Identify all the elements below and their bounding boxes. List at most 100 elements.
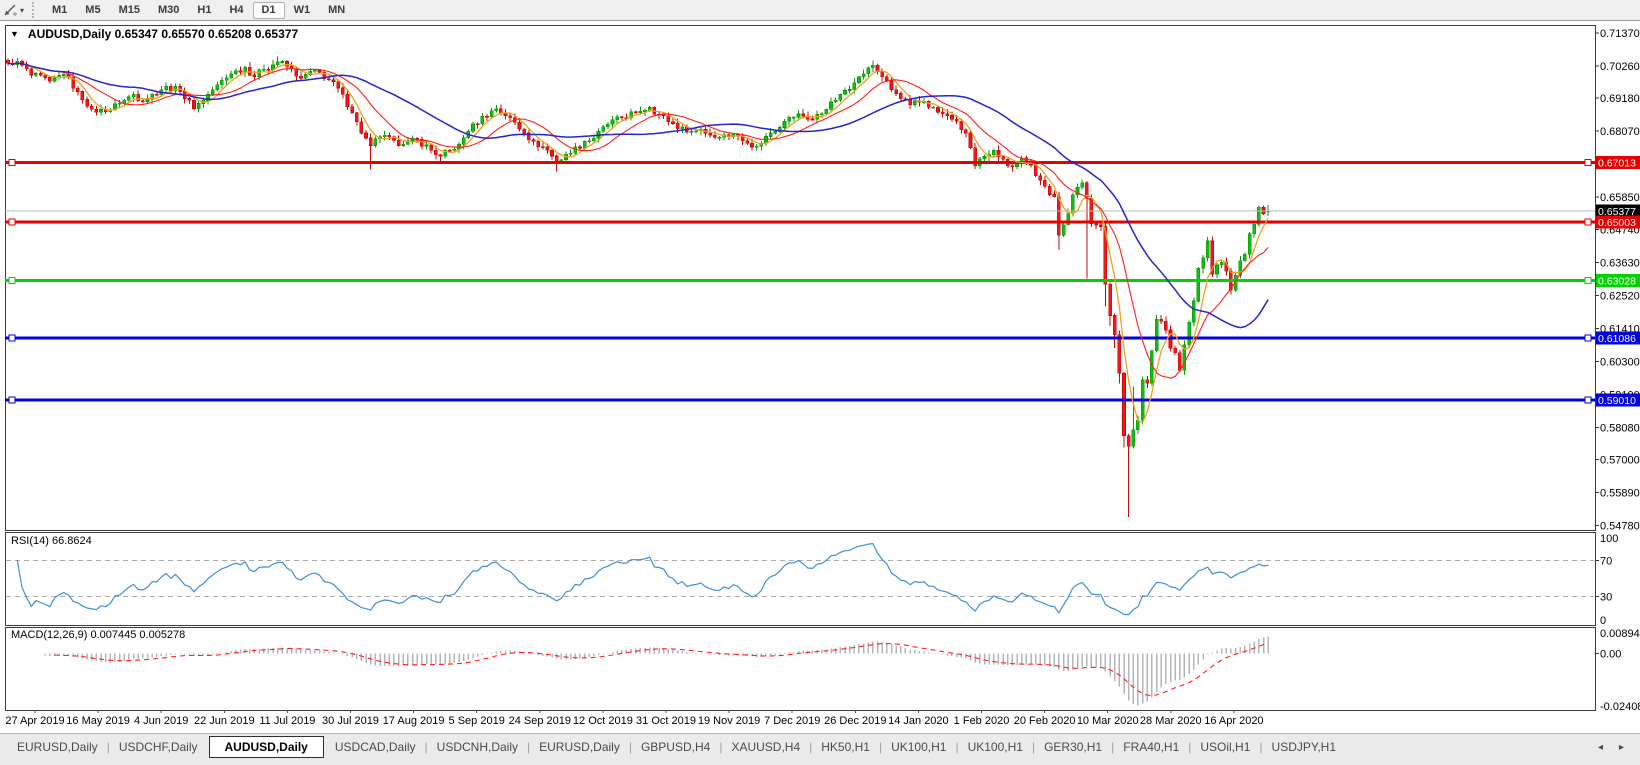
line-anchor-right[interactable] — [1584, 277, 1592, 285]
chart-tab-xauusd-h4[interactable]: XAUUSD,H4 — [731, 740, 801, 754]
chart-plot-area[interactable] — [6, 26, 1594, 529]
date-axis-label: 12 Oct 2019 — [573, 715, 633, 727]
horizontal-line-0.63028[interactable] — [5, 277, 1595, 285]
horizontal-line-0.61086[interactable] — [5, 334, 1595, 342]
chart-tab-uk100-h1[interactable]: UK100,H1 — [967, 740, 1023, 754]
price-tick-label: 0.57000 — [1600, 454, 1640, 466]
price-tick-label: 0.54780 — [1600, 520, 1640, 532]
tool-dropdown-caret[interactable]: ▾ — [20, 5, 25, 15]
timeframe-button-h4[interactable]: H4 — [229, 3, 244, 16]
moving-average-30 — [7, 62, 1269, 329]
price-tick-label: 0.58080 — [1600, 422, 1640, 434]
price-badge-0.61086: 0.61086 — [1596, 331, 1640, 345]
chart-tab-eurusd-daily[interactable]: EURUSD,Daily — [17, 740, 98, 754]
tab-separator: | — [878, 740, 883, 754]
timeframe-button-m1[interactable]: M1 — [52, 3, 68, 16]
price-badge-0.59010: 0.59010 — [1596, 393, 1640, 407]
rsi-axis-label: 70 — [1600, 556, 1612, 568]
price-tick-label: 0.60300 — [1600, 356, 1640, 368]
timeframe-button-mn[interactable]: MN — [328, 3, 346, 16]
line-anchor-left[interactable] — [8, 396, 16, 404]
horizontal-line-0.65003[interactable] — [5, 218, 1595, 226]
price-tick-label: 0.63630 — [1600, 258, 1640, 270]
rsi-line — [16, 542, 1269, 616]
date-axis-label: 16 Apr 2020 — [1204, 715, 1263, 727]
tab-separator: | — [424, 740, 428, 754]
date-axis-label: 30 Jul 2019 — [322, 715, 379, 727]
chart-tab-usdchf-daily[interactable]: USDCHF,Daily — [118, 740, 198, 754]
chart-tab-usdcnh-daily[interactable]: USDCNH,Daily — [436, 740, 519, 754]
line-anchor-right[interactable] — [1584, 396, 1592, 404]
timeframe-toolbar: ▾ M1 M5 M15 M30 H1 H4 D1 W1 MN — [0, 0, 1640, 20]
date-axis-label: 10 Mar 2020 — [1077, 715, 1139, 727]
date-axis-label: 24 Sep 2019 — [509, 715, 571, 727]
date-axis-label: 20 Feb 2020 — [1014, 715, 1076, 727]
tab-separator: | — [527, 740, 531, 754]
price-tick-label: 0.55890 — [1600, 487, 1640, 499]
date-axis-label: 27 Apr 2019 — [5, 715, 64, 727]
chart-tab-gbpusd-h4[interactable]: GBPUSD,H4 — [640, 740, 711, 754]
chart-tab-usdjpy-h1[interactable]: USDJPY,H1 — [1271, 740, 1337, 754]
line-anchor-left[interactable] — [8, 334, 16, 342]
timeframe-button-m15[interactable]: M15 — [118, 3, 140, 16]
svg-text:0.65377: 0.65377 — [1598, 206, 1636, 218]
date-axis-label: 14 Jan 2020 — [888, 715, 949, 727]
chart-tab-bar: EURUSD,Daily | USDCHF,Daily AUDUSD,Daily USD… — [0, 733, 1640, 765]
chart-tab-uk100-h1[interactable]: UK100,H1 — [891, 740, 947, 754]
timeframe-button-w1[interactable]: W1 — [293, 3, 311, 16]
chart-tab-fra40-h1[interactable]: FRA40,H1 — [1123, 740, 1180, 754]
chart-tab-usdcad-daily[interactable]: USDCAD,Daily — [334, 740, 416, 754]
tab-scroll-left-icon[interactable]: ◂ — [1597, 742, 1603, 753]
timeframe-button-h1[interactable]: H1 — [197, 3, 212, 16]
main-chart-panel — [5, 25, 1596, 531]
date-axis-label: 1 Feb 2020 — [954, 715, 1010, 727]
rsi-axis-label: 30 — [1600, 592, 1612, 604]
tab-separator: | — [955, 740, 959, 754]
price-tick-label: 0.70260 — [1600, 61, 1640, 73]
rsi-axis-label: 0 — [1600, 615, 1606, 627]
line-anchor-left[interactable] — [8, 218, 16, 226]
price-badge-0.67013: 0.67013 — [1596, 155, 1640, 169]
rsi-axis-label: 100 — [1600, 533, 1618, 545]
moving-average-5 — [7, 62, 1269, 423]
line-anchor-right[interactable] — [1584, 158, 1592, 166]
tab-scroll-controls: ◂ ▸ — [1598, 742, 1640, 753]
timeframe-button-d1[interactable]: D1 — [252, 1, 285, 19]
svg-text:0.63028: 0.63028 — [1598, 276, 1636, 288]
macd-indicator-label: MACD(12,26,9) 0.007445 0.005278 — [11, 629, 186, 641]
timeframe-button-m30[interactable]: M30 — [157, 3, 180, 16]
crosshair-tool-icon[interactable] — [2, 2, 18, 18]
price-badge-0.65003: 0.65003 — [1596, 215, 1640, 229]
horizontal-line-0.59010[interactable] — [5, 396, 1595, 404]
date-axis-label: 22 Jun 2019 — [194, 715, 255, 727]
price-tick-label: 0.65850 — [1600, 192, 1640, 204]
line-anchor-right[interactable] — [1584, 218, 1592, 226]
price-badge-0.65377: 0.65377 — [1596, 204, 1640, 218]
chart-title: ▼ AUDUSD,Daily 0.65347 0.65570 0.65208 0… — [10, 27, 298, 41]
chart-tab-usoil-h1[interactable]: USOil,H1 — [1200, 740, 1251, 754]
line-anchor-right[interactable] — [1584, 334, 1592, 342]
date-axis-label: 26 Dec 2019 — [824, 715, 886, 727]
tab-scroll-right-icon[interactable]: ▸ — [1618, 742, 1624, 753]
chart-tab-eurusd-daily[interactable]: EURUSD,Daily — [539, 740, 620, 754]
price-tick-label: 0.68070 — [1600, 126, 1640, 138]
line-anchor-left[interactable] — [8, 277, 16, 285]
svg-text:0.61086: 0.61086 — [1598, 333, 1636, 345]
date-axis-label: 31 Oct 2019 — [636, 715, 696, 727]
line-anchor-left[interactable] — [8, 158, 16, 166]
date-axis-label: 7 Dec 2019 — [764, 715, 820, 727]
macd-panel — [5, 627, 1596, 711]
chart-canvas[interactable]: 0.713700.702600.691800.680700.658500.647… — [0, 0, 1640, 733]
timeframe-button-m5[interactable]: M5 — [85, 3, 101, 16]
chart-tab-ger30-h1[interactable]: GER30,H1 — [1044, 740, 1103, 754]
tab-separator: | — [1031, 740, 1036, 754]
chart-tab-hk50-h1[interactable]: HK50,H1 — [821, 740, 870, 754]
svg-text:0.67013: 0.67013 — [1598, 157, 1636, 169]
svg-text:0.65003: 0.65003 — [1598, 217, 1636, 229]
date-axis-label: 17 Aug 2019 — [383, 715, 445, 727]
horizontal-line-0.67013[interactable] — [5, 158, 1595, 166]
moving-average-12 — [7, 62, 1269, 379]
chart-tab-audusd-daily[interactable]: AUDUSD,Daily — [208, 736, 324, 758]
chart-dropdown-caret[interactable]: ▼ — [10, 29, 19, 39]
